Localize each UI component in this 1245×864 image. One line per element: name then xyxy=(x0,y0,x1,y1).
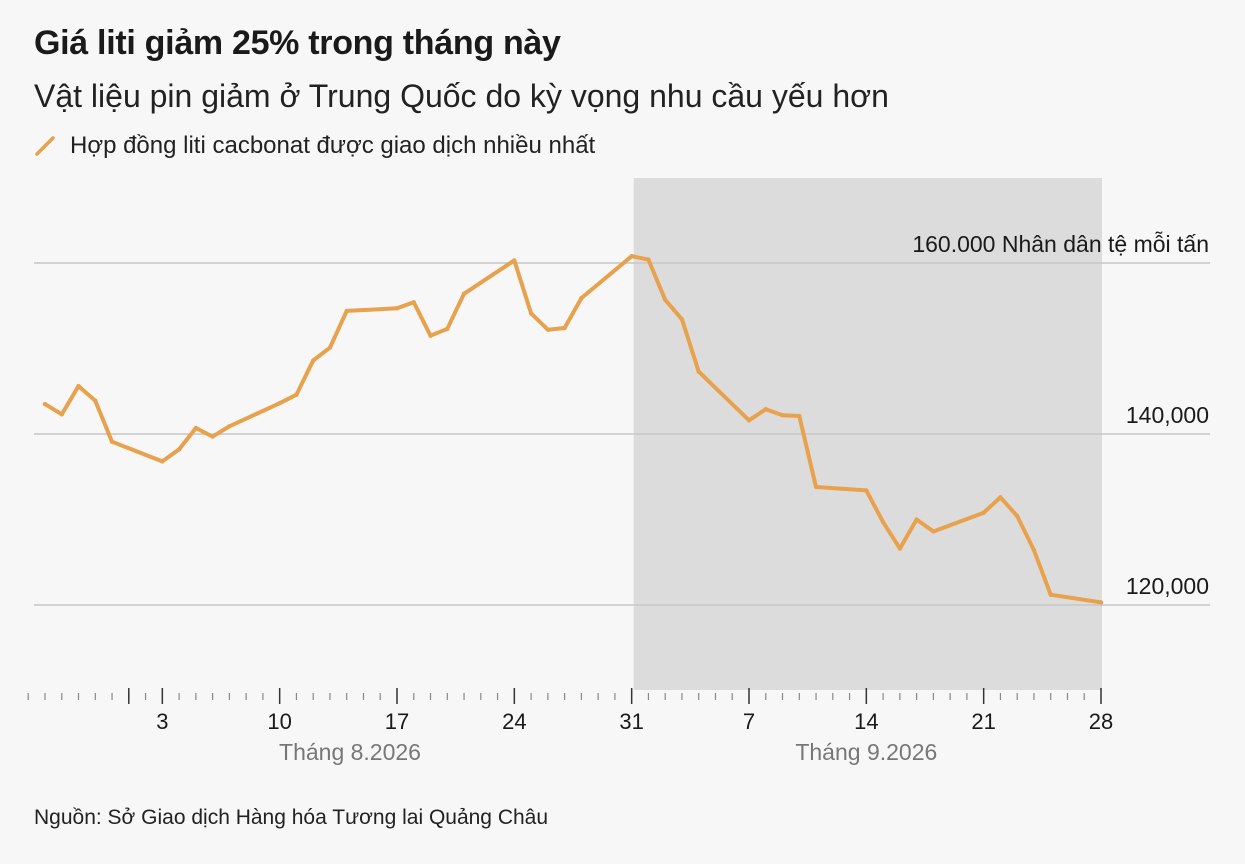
data-point xyxy=(59,412,64,417)
data-point xyxy=(579,295,584,301)
data-point xyxy=(914,517,919,522)
x-tick-label: 28 xyxy=(1089,709,1113,734)
data-point xyxy=(109,439,115,444)
x-tick-label: 24 xyxy=(502,709,526,734)
x-tick-label: 14 xyxy=(854,709,878,734)
data-point xyxy=(696,369,701,374)
x-tick-label: 31 xyxy=(619,709,643,734)
data-point xyxy=(93,398,98,403)
data-point xyxy=(528,311,534,316)
data-point xyxy=(210,434,215,439)
data-point xyxy=(42,401,48,407)
chart-subtitle: Vật liệu pin giảm ở Trung Quốc do kỳ vọn… xyxy=(34,78,889,114)
data-point xyxy=(629,254,634,259)
data-point xyxy=(1031,548,1037,553)
x-tick-label: 17 xyxy=(385,709,409,734)
x-tick-label: 7 xyxy=(743,709,755,734)
data-point xyxy=(193,425,199,431)
y-tick-label: 160.000 Nhân dân tệ mỗi tấn xyxy=(912,231,1209,257)
x-tick-label: 10 xyxy=(267,709,291,734)
x-tick-label: 21 xyxy=(971,709,995,734)
data-point xyxy=(445,326,450,331)
data-point xyxy=(1098,600,1104,605)
data-point xyxy=(545,327,551,332)
data-point xyxy=(562,325,567,331)
data-point xyxy=(1015,513,1020,519)
data-point xyxy=(76,383,81,389)
data-point xyxy=(411,300,416,305)
legend: Hợp đồng liti cacbonat được giao dịch nh… xyxy=(34,132,595,160)
data-point xyxy=(780,413,785,418)
data-point xyxy=(327,345,333,350)
data-point xyxy=(981,510,986,515)
data-point xyxy=(394,306,400,311)
data-point xyxy=(344,308,349,314)
data-point xyxy=(461,291,467,296)
y-tick-label: 120,000 xyxy=(1126,573,1209,599)
data-point xyxy=(679,317,685,322)
data-point xyxy=(931,529,936,534)
data-point xyxy=(797,413,802,419)
data-point xyxy=(176,447,182,452)
data-point xyxy=(294,392,299,397)
data-point xyxy=(428,333,433,338)
data-point xyxy=(880,519,886,525)
data-point xyxy=(746,418,752,423)
x-month-label: Tháng 9.2026 xyxy=(795,739,937,765)
data-point xyxy=(897,546,903,551)
data-point xyxy=(512,258,517,263)
data-point xyxy=(646,257,651,262)
chart-title: Giá liti giảm 25% trong tháng này xyxy=(34,24,561,62)
x-month-label: Tháng 8.2026 xyxy=(279,739,421,765)
source-note: Nguồn: Sở Giao dịch Hàng hóa Tương lai Q… xyxy=(34,806,549,829)
data-point xyxy=(1048,592,1053,597)
data-point xyxy=(227,424,232,429)
data-point xyxy=(663,297,668,302)
data-point xyxy=(998,495,1003,500)
data-point xyxy=(763,407,768,412)
data-point xyxy=(160,459,165,464)
series-line xyxy=(43,254,1103,605)
data-point xyxy=(813,484,819,490)
legend-line-swatch xyxy=(35,136,55,156)
legend-label: Hợp đồng liti cacbonat được giao dịch nh… xyxy=(70,132,596,159)
data-point xyxy=(311,358,316,363)
y-tick-label: 140,000 xyxy=(1126,402,1209,428)
data-point xyxy=(277,401,282,406)
data-point xyxy=(864,488,869,493)
x-tick-label: 3 xyxy=(156,709,168,734)
